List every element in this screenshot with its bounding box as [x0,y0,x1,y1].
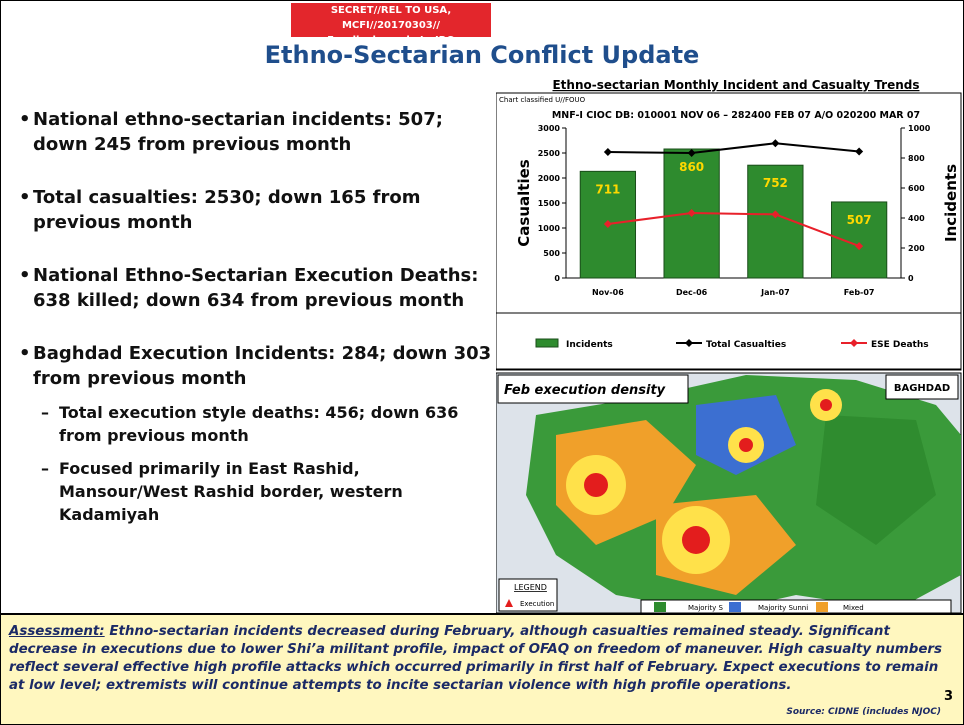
area-legend-item: Majority Sunni [758,604,808,612]
density [682,526,710,554]
bullet-text: Baghdad Execution Incidents: 284; down 3… [33,343,492,389]
bar-label: 507 [847,213,872,227]
bullet-text: National Ethno-Sectarian Execution Death… [33,265,479,311]
marker [603,148,612,156]
chart-title: Ethno-sectarian Monthly Incident and Cas… [552,78,919,92]
marker [771,139,780,148]
map-title-box [497,374,689,404]
y-tick-label: 1500 [538,199,561,208]
y2-tick-label: 400 [908,214,925,223]
bullet: National ethno-sectarian incidents: 507;… [19,107,494,157]
region-label: BAGHDAD [894,383,950,394]
y-tick-label: 2500 [538,149,561,158]
x-tick-label: Nov-06 [592,288,624,297]
map: Feb execution density BAGHDAD LEGEND Exe… [496,372,962,613]
bullet: National Ethno-Sectarian Execution Death… [19,263,494,313]
x-tick-label: Feb-07 [844,288,875,297]
area-legend-item: Mixed [843,604,864,612]
y2-tick-label: 600 [908,184,925,193]
y-axis-title: Casualties [515,159,533,246]
x-tick-label: Jan-07 [760,288,790,297]
bar-label: 860 [679,160,704,174]
y2-axis-title: Incidents [942,164,960,242]
marker [603,220,612,228]
sub-bullet: Focused primarily in East Rashid, Mansou… [33,457,494,526]
marker [855,242,864,251]
source: Source: CIDNE (includes NJOC) [786,707,941,717]
bullet-text: National ethno-sectarian incidents: 507;… [33,109,443,155]
bullet: Baghdad Execution Incidents: 284; down 3… [19,341,494,526]
marker [855,147,864,156]
classification-banner: SECRET//REL TO USA, MCFI//20170303// For… [291,3,491,46]
district [816,415,936,545]
density [584,473,608,497]
area-legend-item: Majority S [688,604,723,612]
execution-icon [505,599,513,607]
chart-subtitle: MNF-I CIOC DB: 010001 NOV 06 – 282400 FE… [552,110,920,121]
legend-entry: Incidents [566,340,613,350]
y-tick-label: 1000 [538,224,561,233]
marker [771,210,780,219]
density [739,438,753,452]
y2-tick-label: 0 [908,274,914,283]
legend-swatch [535,338,559,348]
area-legend-box [640,599,952,613]
line [607,142,860,155]
marker [687,149,696,157]
region-box [885,374,959,400]
y-tick-label: 3000 [538,124,561,133]
bullet-text: Total casualties: 2530; down 165 from pr… [33,187,421,233]
legend-entry: ESE Deaths [871,340,929,350]
swatch [654,602,666,612]
bullet: Total casualties: 2530; down 165 from pr… [19,185,494,235]
legend-frame [496,312,962,370]
y2-tick-label: 200 [908,244,925,253]
bar-label: 711 [595,182,620,196]
line [607,211,860,248]
y-tick-label: 2000 [538,174,561,183]
slide-title: Ethno-Sectarian Conflict Update [264,41,700,69]
y-tick-label: 0 [554,274,560,283]
y-tick-label: 500 [543,249,560,258]
chart-and-map: Ethno-sectarian Monthly Incident and Cas… [496,78,962,613]
map-title: Feb execution density [504,383,666,398]
classification: SECRET//REL TO USA, MCFI//20170303// [330,5,452,31]
sub-bullet: Total execution style deaths: 456; down … [33,401,494,447]
swatch [729,602,741,612]
legend-marker [685,339,693,347]
display-note: For display only to IRQ [327,35,455,46]
y2-tick-label: 800 [908,154,925,163]
density [820,399,832,411]
assessment: Assessment: Ethno-sectarian incidents de… [1,613,963,724]
page-number: 3 [943,689,953,704]
assessment-text: Ethno-sectarian incidents decreased duri… [9,624,943,693]
y2-tick-label: 1000 [908,124,931,133]
legend-marker [850,339,858,347]
map-legend-title: LEGEND [514,583,547,592]
bar-label: 752 [763,176,788,190]
marker [687,209,696,217]
map-legend-execution: Execution [520,600,554,608]
bullet-list: National ethno-sectarian incidents: 507;… [19,107,494,554]
chart-classification: Chart classified U//FOUO [499,96,586,104]
assessment-label: Assessment: [9,624,105,639]
x-tick-label: Dec-06 [676,288,708,297]
legend-entry: Total Casualties [706,340,786,350]
swatch [816,602,828,612]
